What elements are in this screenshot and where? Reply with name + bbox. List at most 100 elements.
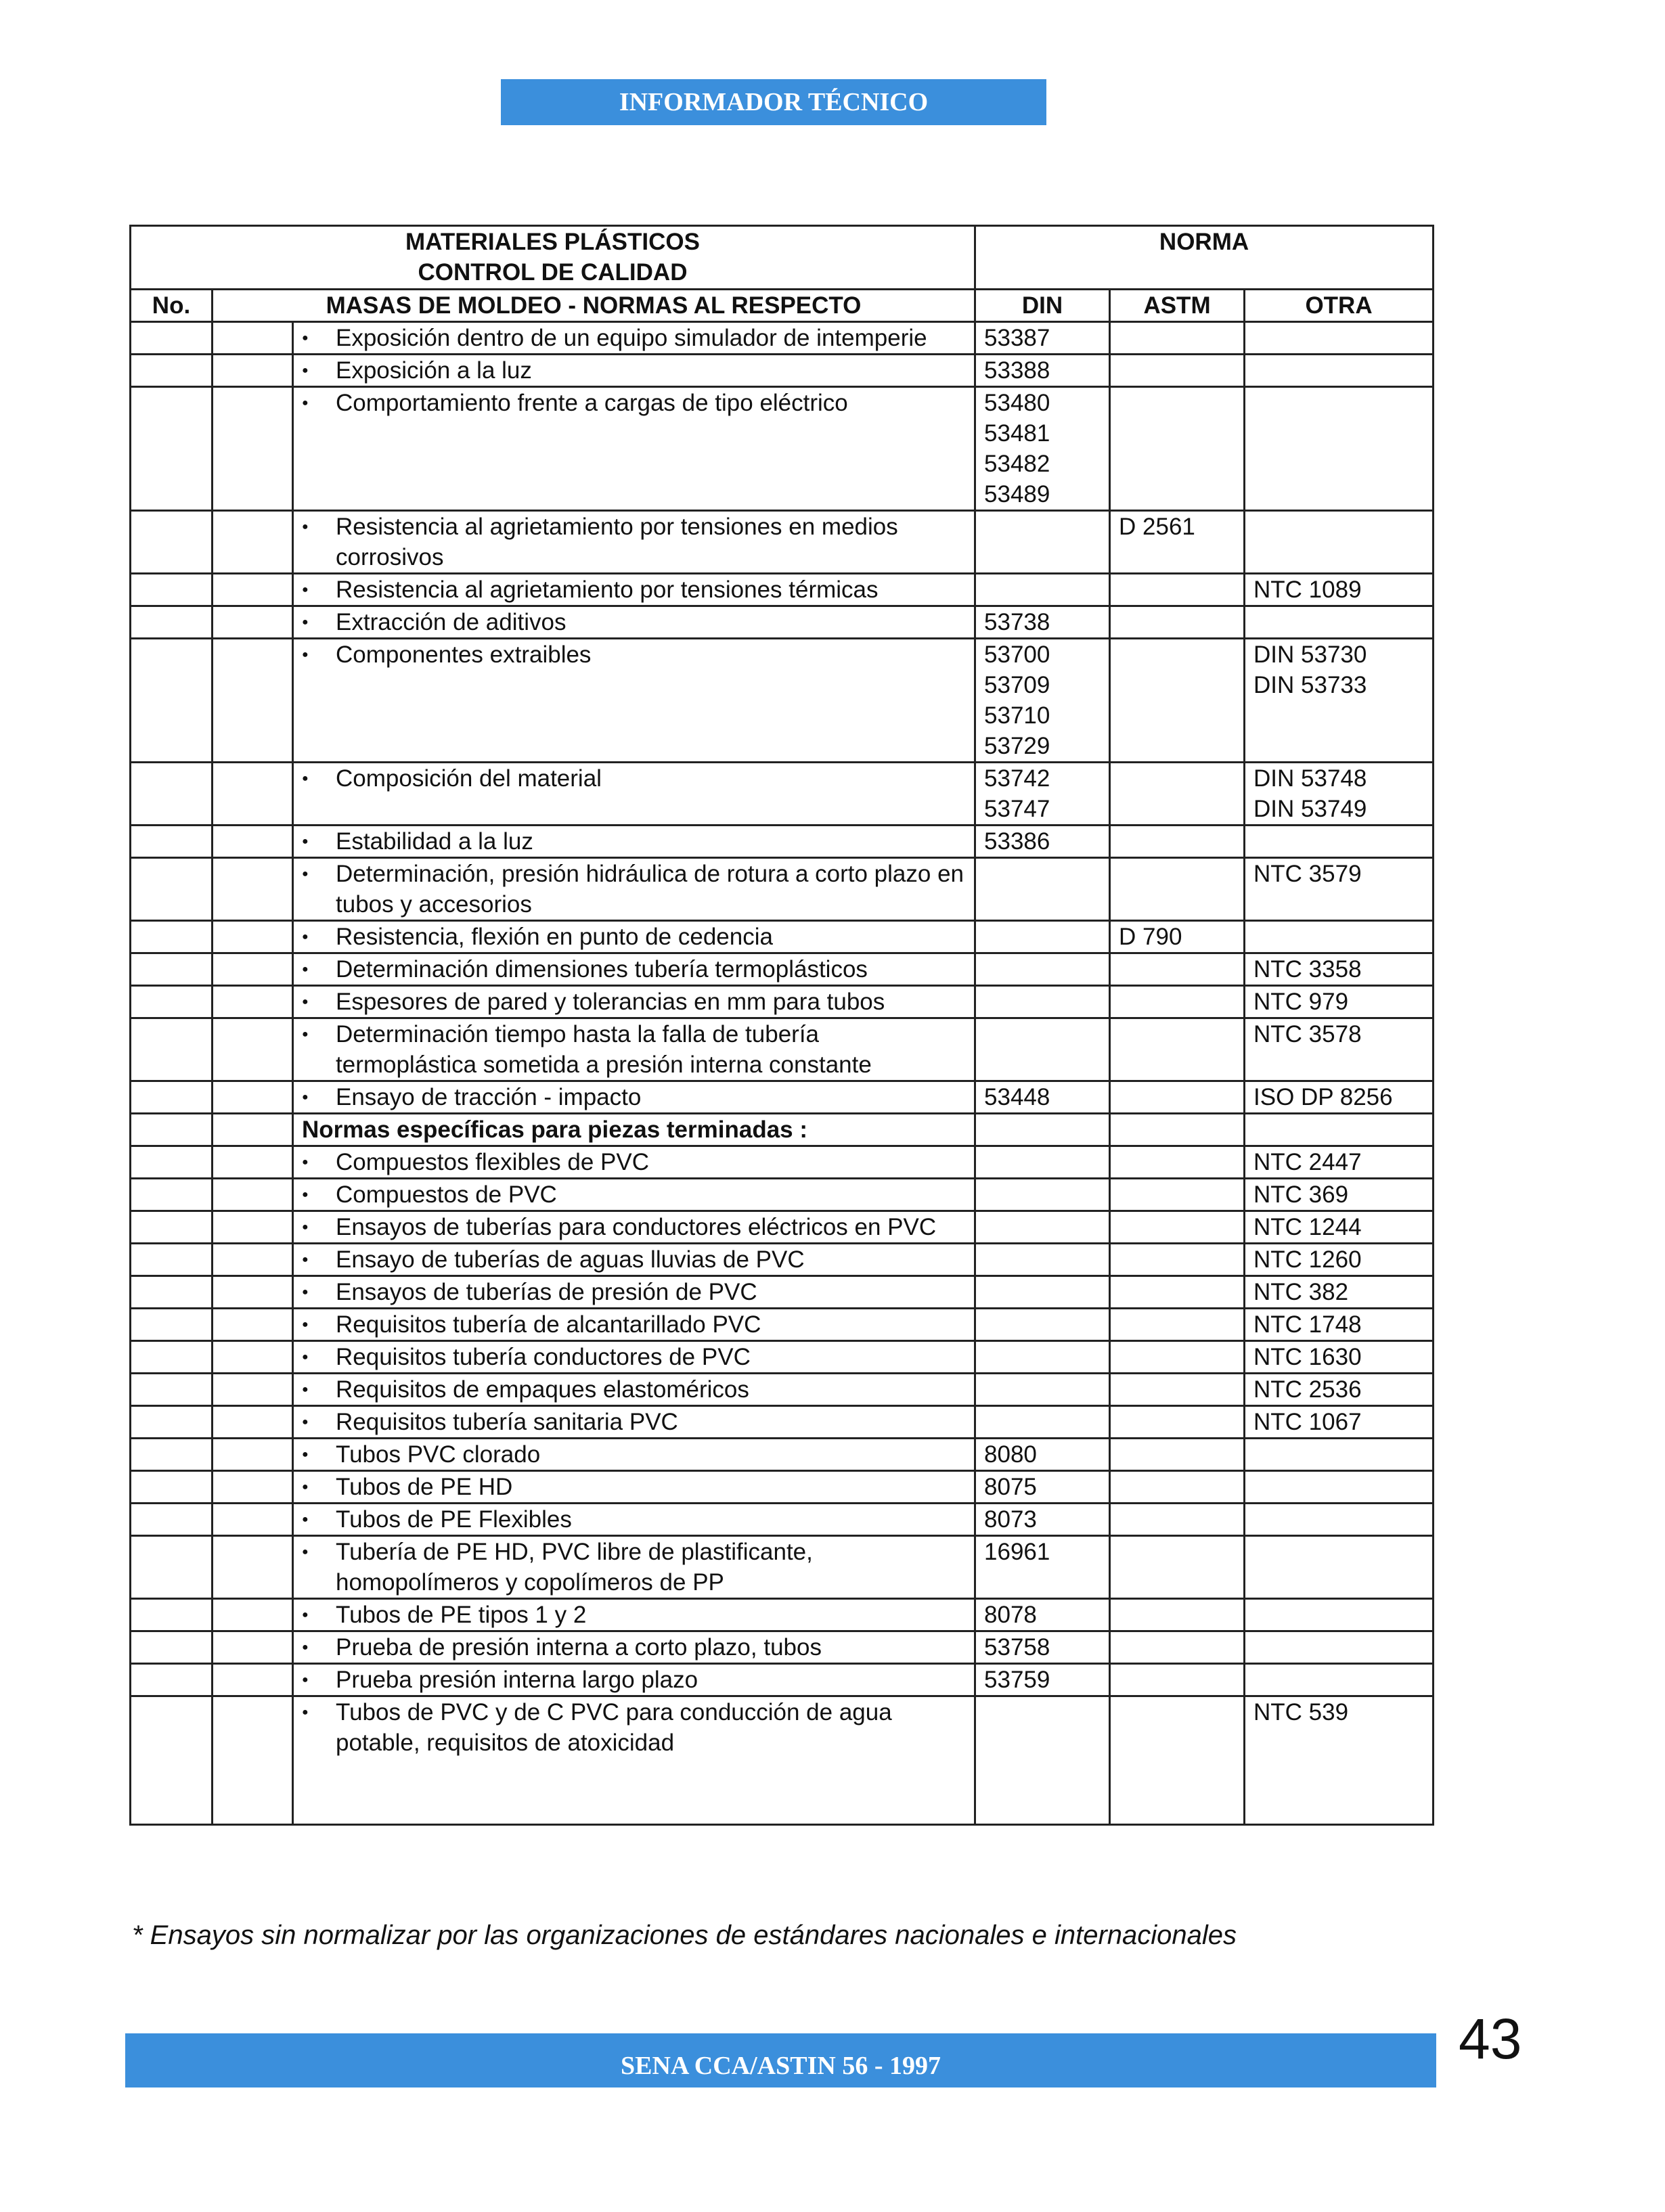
din-cell: 8073 <box>974 1502 1111 1537</box>
description-text: Tubos PVC clorado <box>336 1441 541 1468</box>
no-cell <box>129 1112 213 1147</box>
astm-cell <box>1109 1145 1246 1179</box>
otra-cell <box>1243 1112 1435 1147</box>
table-row: ● Tubos de PE HD 8075 <box>129 1470 1435 1504</box>
no-cell <box>129 1437 213 1472</box>
sub-cell <box>211 1598 294 1632</box>
otra-value: NTC 539 <box>1253 1699 1349 1725</box>
table-row: ● Tubería de PE HD, PVC libre de plastifi… <box>129 1535 1435 1600</box>
table-row: ● Exposición dentro de un equipo simulado… <box>129 321 1435 355</box>
din-cell <box>974 1145 1111 1179</box>
din-cell: 8078 <box>974 1598 1111 1632</box>
astm-cell <box>1109 1372 1246 1407</box>
astm-cell <box>1109 386 1246 512</box>
sub-cell <box>211 572 294 607</box>
sub-cell <box>211 824 294 859</box>
astm-cell <box>1109 1307 1246 1342</box>
description-cell: Normas específicas para piezas terminada… <box>291 1112 977 1147</box>
din-cell: 53742 53747 <box>974 761 1111 826</box>
description-cell: ● Composición del material <box>291 761 977 826</box>
astm-cell <box>1109 824 1246 859</box>
description-cell: ● Tubería de PE HD, PVC libre de plastifi… <box>291 1535 977 1600</box>
description-cell: ● Extracción de aditivos <box>291 605 977 639</box>
table-row: ● Determinación tiempo hasta la falla de … <box>129 1017 1435 1082</box>
din-cell: 53448 <box>974 1080 1111 1114</box>
bullet-icon: ● <box>302 1351 309 1363</box>
din-value: 53710 <box>984 702 1050 729</box>
sub-cell <box>211 321 294 355</box>
din-value: 8073 <box>984 1506 1037 1533</box>
din-value: 53481 <box>984 420 1050 447</box>
description-cell: ● Prueba presión interna largo plazo <box>291 1663 977 1697</box>
otra-cell: NTC 3578 <box>1243 1017 1435 1082</box>
sub-cell <box>211 353 294 388</box>
description-cell: ● Compuestos flexibles de PVC <box>291 1145 977 1179</box>
otra-value: NTC 1067 <box>1253 1409 1362 1435</box>
table-title-row: MATERIALES PLÁSTICOS CONTROL DE CALIDAD … <box>129 225 1435 290</box>
description-text: Tubería de PE HD, PVC libre de plastific… <box>336 1539 813 1596</box>
sub-cell <box>211 1080 294 1114</box>
table-row: ● Prueba presión interna largo plazo 53759 <box>129 1663 1435 1697</box>
sub-cell <box>211 1112 294 1147</box>
bullet-icon: ● <box>302 1707 309 1718</box>
table-title-line1: MATERIALES PLÁSTICOS <box>405 229 700 255</box>
table-row: ● Ensayos de tuberías para conductores el… <box>129 1210 1435 1244</box>
description-text: Compuestos de PVC <box>336 1181 557 1208</box>
norma-header: NORMA <box>974 225 1435 290</box>
bullet-icon: ● <box>302 996 309 1008</box>
col-header-desc: MASAS DE MOLDEO - NORMAS AL RESPECTO <box>210 288 977 323</box>
astm-cell <box>1109 1017 1246 1082</box>
description-text: Resistencia, flexión en punto de cedenci… <box>336 924 773 950</box>
din-value: 53386 <box>984 828 1050 855</box>
page-number: 43 <box>1459 2007 1522 2071</box>
bullet-icon: ● <box>302 836 309 847</box>
description-text: Espesores de pared y tolerancias en mm p… <box>336 989 885 1015</box>
no-cell <box>129 1535 213 1600</box>
otra-cell: NTC 979 <box>1243 985 1435 1019</box>
din-cell <box>974 1405 1111 1439</box>
din-cell <box>974 1275 1111 1309</box>
no-cell <box>129 761 213 826</box>
din-cell: 53388 <box>974 353 1111 388</box>
bullet-icon: ● <box>302 1416 309 1428</box>
din-value: 53759 <box>984 1667 1050 1693</box>
description-cell: ● Requisitos tubería de alcantarillado PV… <box>291 1307 977 1342</box>
description-cell: ● Tubos de PE tipos 1 y 2 <box>291 1598 977 1632</box>
bullet-icon: ● <box>302 1642 309 1653</box>
otra-cell <box>1243 1535 1435 1600</box>
sub-cell <box>211 1470 294 1504</box>
table-row: ● Prueba de presión interna a corto plazo… <box>129 1630 1435 1665</box>
otra-value: ISO DP 8256 <box>1253 1084 1393 1110</box>
sub-cell <box>211 637 294 763</box>
otra-value: DIN 53748 <box>1253 765 1367 792</box>
din-value: 53742 <box>984 765 1050 792</box>
sub-cell <box>211 1307 294 1342</box>
otra-cell <box>1243 386 1435 512</box>
table-title-line2: CONTROL DE CALIDAD <box>418 259 688 286</box>
description-text: Estabilidad a la luz <box>336 828 533 855</box>
otra-value: NTC 1244 <box>1253 1214 1362 1240</box>
col-header-astm: ASTM <box>1109 288 1246 323</box>
otra-cell: NTC 1089 <box>1243 572 1435 607</box>
din-cell: 53387 <box>974 321 1111 355</box>
din-cell <box>974 952 1111 987</box>
description-text: Requisitos tubería conductores de PVC <box>336 1344 751 1370</box>
otra-cell <box>1243 353 1435 388</box>
astm-cell <box>1109 1340 1246 1374</box>
sub-cell <box>211 1177 294 1212</box>
sub-cell <box>211 1502 294 1537</box>
no-cell <box>129 1405 213 1439</box>
table-row: ● Exposición a la luz 53388 <box>129 353 1435 388</box>
otra-value: NTC 1630 <box>1253 1344 1362 1370</box>
sub-cell <box>211 1340 294 1374</box>
astm-cell <box>1109 321 1246 355</box>
table-row: ● Requisitos tubería conductores de PVC NT… <box>129 1340 1435 1374</box>
no-cell <box>129 1210 213 1244</box>
description-text: Determinación tiempo hasta la falla de t… <box>336 1021 872 1078</box>
otra-cell <box>1243 1598 1435 1632</box>
no-cell <box>129 386 213 512</box>
astm-cell <box>1109 1663 1246 1697</box>
table-row: ● Compuestos de PVC NTC 369 <box>129 1177 1435 1212</box>
astm-cell <box>1109 1242 1246 1277</box>
description-text: Ensayo de tracción - impacto <box>336 1084 642 1110</box>
